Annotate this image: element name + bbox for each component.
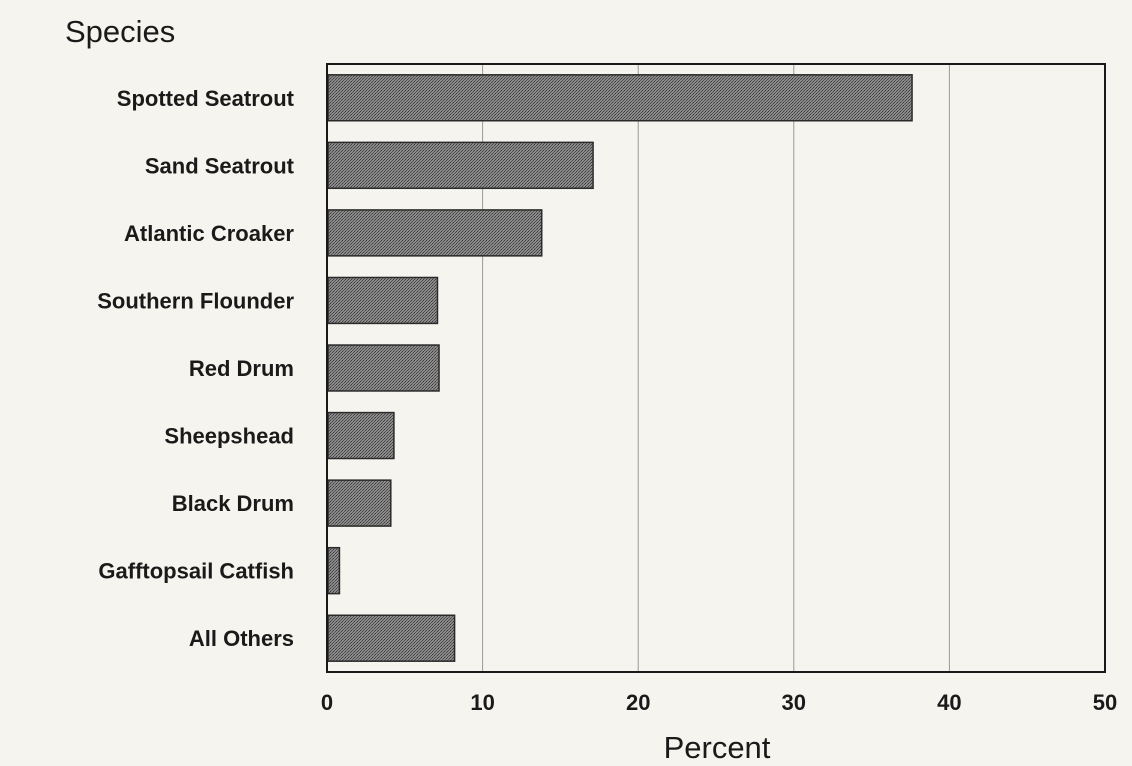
bar-all-others <box>327 614 456 662</box>
category-label: Gafftopsail Catfish <box>98 559 294 584</box>
category-label: Southern Flounder <box>97 288 294 313</box>
bar-sand-seatrout <box>327 141 594 190</box>
bar-southern-flounder <box>327 276 439 325</box>
category-label: Red Drum <box>189 356 294 381</box>
category-labels: Spotted Seatrout Sand Seatrout Atlantic Cr… <box>97 86 294 651</box>
x-tick-label: 40 <box>937 690 961 715</box>
x-axis-title: Percent <box>664 730 771 765</box>
bar-spotted-seatrout <box>327 74 913 122</box>
category-label: Sheepshead <box>164 424 294 449</box>
bar-sheepshead <box>327 411 395 460</box>
category-label: Spotted Seatrout <box>117 86 295 111</box>
x-tick-label: 30 <box>782 690 806 715</box>
category-label: Atlantic Croaker <box>124 221 294 246</box>
x-tick-label: 50 <box>1093 690 1117 715</box>
category-label: Black Drum <box>172 491 294 516</box>
grid-lines <box>482 64 950 672</box>
bar-gafftopsail-catfish <box>327 546 341 595</box>
category-label: Sand Seatrout <box>145 153 295 178</box>
plot-frame <box>326 63 1106 673</box>
x-tick-label: 0 <box>321 690 333 715</box>
bars <box>327 74 913 662</box>
x-tick-labels: 0 10 20 30 40 50 <box>321 690 1117 715</box>
chart-title: Species <box>65 14 175 49</box>
category-label: All Others <box>189 626 294 651</box>
x-tick-label: 10 <box>470 690 494 715</box>
bar-red-drum <box>327 344 440 392</box>
bar-black-drum <box>327 479 392 527</box>
bar-atlantic-croaker <box>327 209 543 257</box>
x-tick-label: 20 <box>626 690 650 715</box>
